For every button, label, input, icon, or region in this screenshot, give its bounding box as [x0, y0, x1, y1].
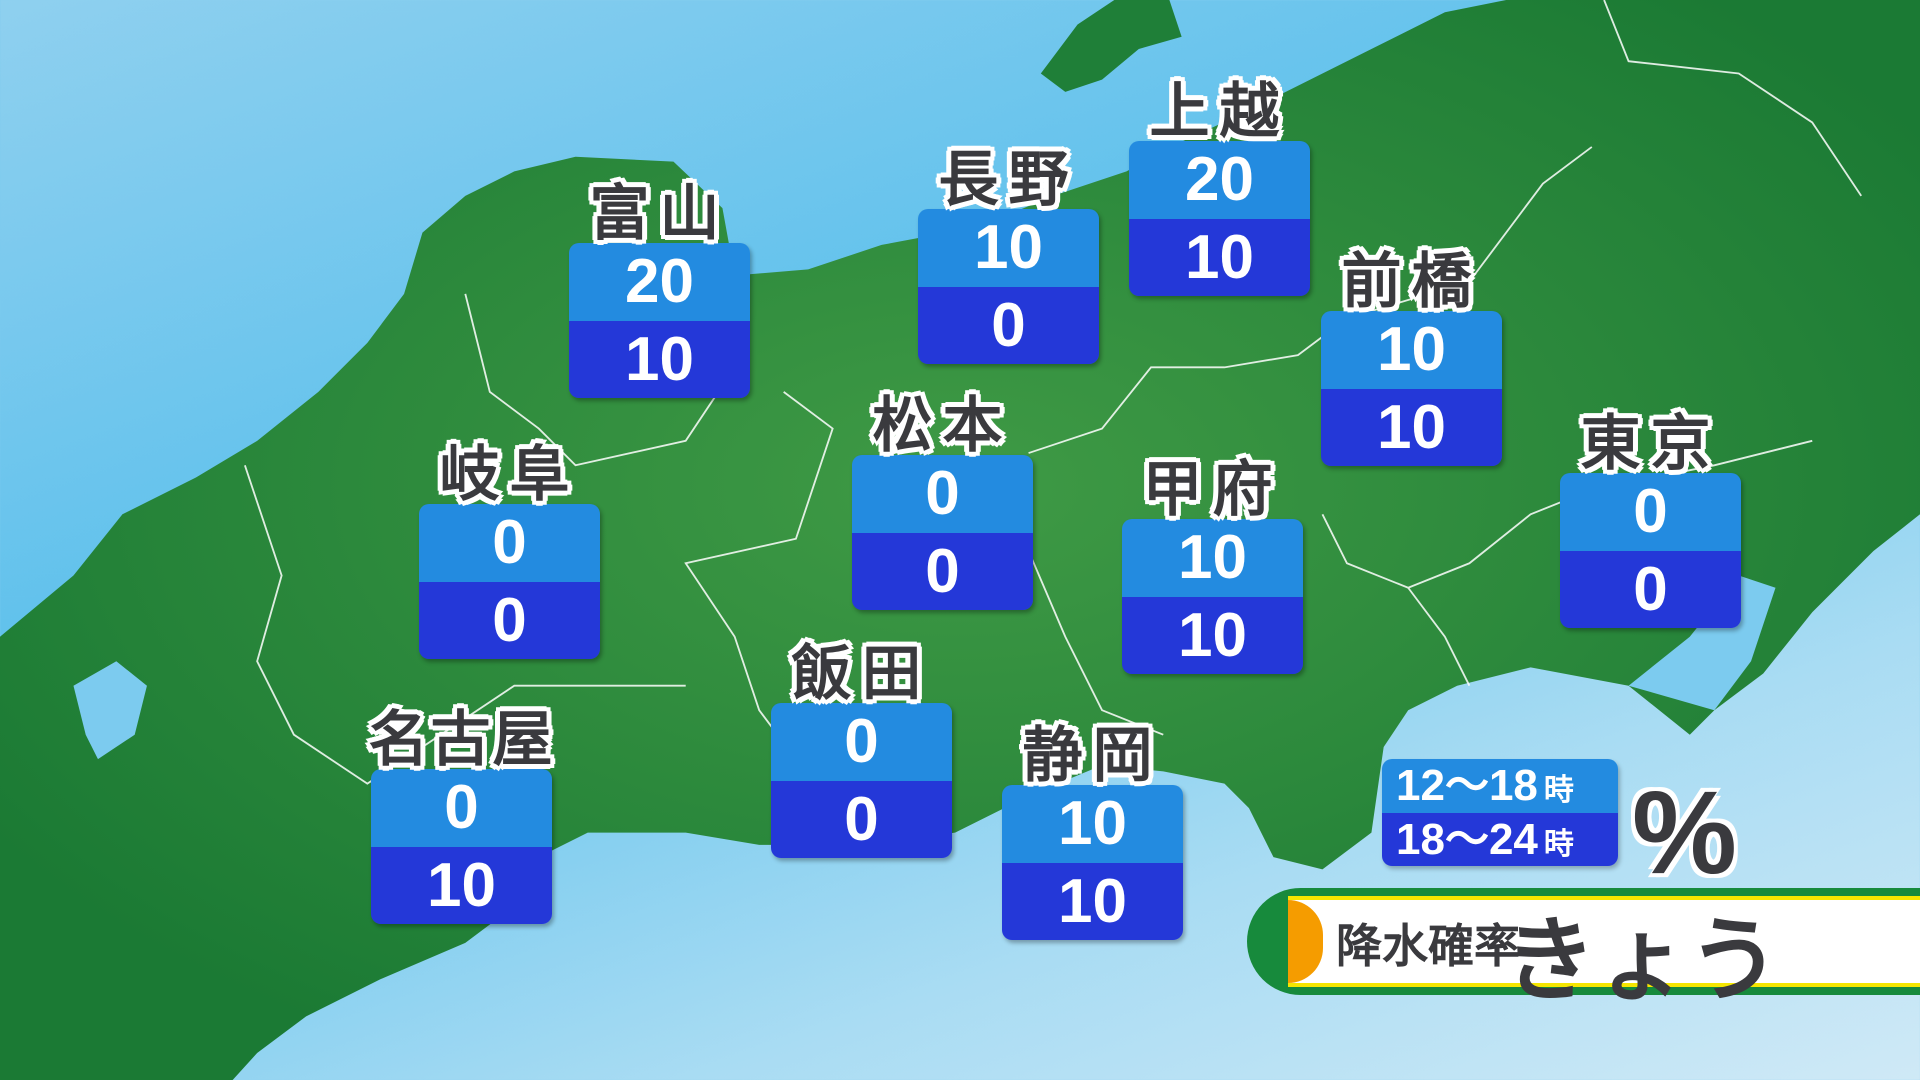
title-day: きょう	[1504, 907, 1781, 1014]
legend-slot1-text: 12〜18	[1396, 761, 1538, 810]
station-name: 岐阜	[439, 440, 580, 510]
precip-box: 10 10	[1321, 311, 1502, 466]
precip-12-18: 0	[419, 504, 600, 582]
station-shizuoka: 静岡 10 10	[1002, 721, 1183, 940]
precip-12-18: 0	[771, 703, 952, 781]
station-name: 上越	[1149, 77, 1290, 147]
precip-box: 0 10	[371, 769, 552, 924]
precip-box: 10 10	[1002, 785, 1183, 940]
precip-12-18: 10	[918, 209, 1099, 287]
precip-18-24: 0	[419, 582, 600, 659]
precip-18-24: 0	[1560, 551, 1741, 628]
precip-18-24: 0	[771, 781, 952, 858]
station-kofu: 甲府 10 10	[1122, 455, 1303, 674]
orange-half-circle	[1288, 900, 1323, 983]
hour-unit: 時	[1543, 827, 1574, 862]
station-name: 名古屋	[368, 705, 555, 775]
station-toyama: 富山 20 10	[569, 179, 750, 398]
station-nagano: 長野 10 0	[918, 145, 1099, 364]
precip-12-18: 0	[1560, 473, 1741, 551]
time-slot-legend: 12〜18 時 18〜24 時	[1382, 759, 1618, 866]
precip-12-18: 10	[1122, 519, 1303, 597]
precip-12-18: 10	[1321, 311, 1502, 389]
precip-box: 10 0	[918, 209, 1099, 364]
precip-18-24: 10	[1002, 863, 1183, 940]
precip-18-24: 10	[569, 321, 750, 398]
station-nagoya: 名古屋 0 10	[369, 705, 553, 924]
precip-18-24: 10	[371, 847, 552, 924]
station-name: 長野	[938, 145, 1079, 215]
legend-slot-18-24: 18〜24 時	[1382, 813, 1618, 866]
hour-unit: 時	[1543, 773, 1574, 808]
legend-slot2-text: 18〜24	[1396, 815, 1538, 864]
precip-box: 20 10	[1129, 141, 1310, 296]
precip-12-18: 10	[1002, 785, 1183, 863]
precip-12-18: 20	[569, 243, 750, 321]
station-maebashi: 前橋 10 10	[1321, 247, 1502, 466]
precip-12-18: 20	[1129, 141, 1310, 219]
lake-biwa	[73, 661, 147, 760]
precip-18-24: 0	[852, 533, 1033, 610]
title-panel: 降水確率 きょう	[1288, 896, 1920, 1014]
station-joetsu: 上越 20 10	[1129, 77, 1310, 296]
precip-12-18: 0	[852, 455, 1033, 533]
station-name: 東京	[1580, 409, 1721, 479]
station-name: 静岡	[1022, 721, 1163, 791]
station-name: 甲府	[1142, 455, 1283, 525]
station-name: 前橋	[1341, 247, 1482, 317]
precip-box: 20 10	[569, 243, 750, 398]
precip-18-24: 10	[1122, 597, 1303, 674]
precip-18-24: 10	[1129, 219, 1310, 296]
title-label: 降水確率	[1336, 919, 1520, 973]
precip-box: 10 10	[1122, 519, 1303, 674]
precip-12-18: 0	[371, 769, 552, 847]
station-name: 富山	[589, 179, 730, 249]
title-bar: 降水確率 きょう	[1247, 888, 1920, 1014]
station-name: 松本	[872, 391, 1013, 461]
station-name: 飯田	[791, 639, 932, 709]
percent-unit: %	[1632, 767, 1737, 899]
precip-18-24: 0	[918, 287, 1099, 364]
land-sado	[1040, 0, 1182, 92]
precip-18-24: 10	[1321, 389, 1502, 466]
legend-slot-12-18: 12〜18 時	[1382, 759, 1618, 813]
